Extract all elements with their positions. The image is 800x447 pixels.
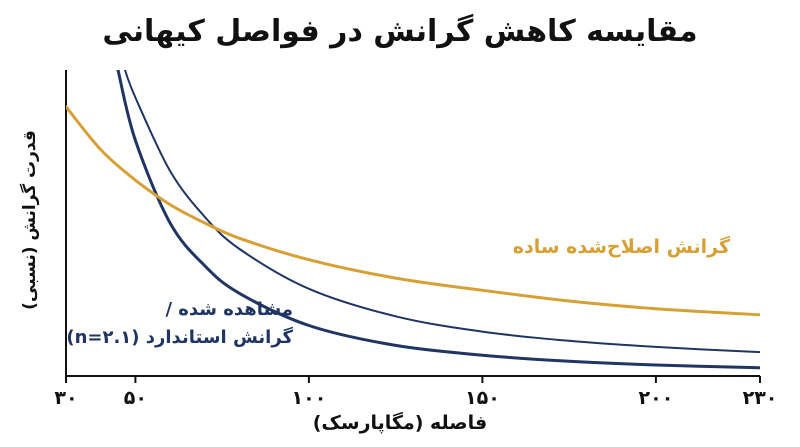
annotation-standard-line-1: مشاهده شده / xyxy=(165,299,293,320)
annotation-standard-line-2: گرانش استاندارد (n=۲.۱) xyxy=(66,327,293,348)
x-tick-label: ۵۰ xyxy=(124,387,147,409)
axes xyxy=(65,70,760,377)
x-tick-label: ۲۳۰ xyxy=(743,387,778,409)
x-tick-label: ۱۰۰ xyxy=(292,387,327,409)
x-tick-label: ۲۰۰ xyxy=(639,387,674,409)
x-ticks: ۳۰ ۵۰ ۱۰۰ ۱۵۰ ۲۰۰ ۲۳۰ xyxy=(54,376,777,409)
annotation-standard-gravity: مشاهده شده / گرانش استاندارد (n=۲.۱) xyxy=(66,296,293,352)
series-line-1 xyxy=(116,70,760,370)
x-tick-label: ۳۰ xyxy=(54,387,77,409)
y-axis-label-box: قدرت گرانش (نسبی) xyxy=(10,70,50,370)
chart-title: مقایسه کاهش گرانش در فواصل کیهانی xyxy=(102,14,698,49)
annotation-modified-gravity: گرانش اصلاح‌شده ساده xyxy=(512,236,730,258)
series-line-3 xyxy=(66,105,760,317)
y-axis-label: قدرت گرانش (نسبی) xyxy=(20,130,40,310)
x-tick-label: ۱۵۰ xyxy=(465,387,500,409)
x-axis-label: فاصله (مگاپارسک) xyxy=(312,412,488,434)
series-lines xyxy=(66,70,760,370)
series-line-2 xyxy=(124,70,760,354)
